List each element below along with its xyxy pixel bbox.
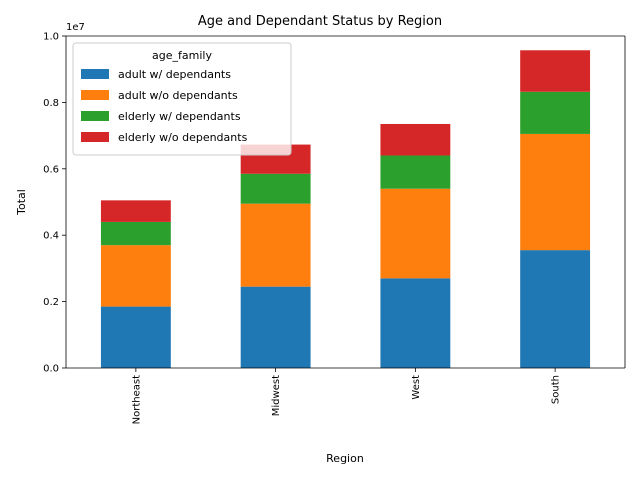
bar-segment (240, 173, 311, 204)
legend-label: elderly w/ dependants (118, 110, 241, 123)
y-tick-label: 1.0 (43, 32, 59, 43)
bar-segment (100, 306, 171, 368)
bar-segment (100, 200, 171, 222)
legend-swatch (81, 69, 109, 79)
bar-segment (520, 133, 591, 251)
bar-segment (380, 123, 451, 156)
bar-segment (240, 286, 311, 368)
x-tick-label: South (551, 375, 562, 404)
axes-layer: 0.0 0.2 0.4 0.6 0.8 1.0 Northeast Midwest West So… (43, 32, 626, 424)
legend-label: adult w/o dependants (118, 89, 238, 102)
bar-segment (100, 245, 171, 307)
legend-title: age_family (152, 49, 212, 62)
bars-layer (100, 50, 591, 368)
bar-segment (380, 155, 451, 189)
legend-swatch (81, 132, 109, 142)
legend-swatch (81, 90, 109, 100)
y-tick-label: 0.2 (43, 297, 59, 308)
legend-label: elderly w/o dependants (118, 131, 248, 144)
bar-segment (240, 203, 311, 287)
bar-segment (520, 50, 591, 92)
x-tick-label: Midwest (271, 375, 282, 416)
bar-segment (520, 250, 591, 368)
y-tick-label: 0.8 (43, 98, 59, 109)
y-tick-label: 0.6 (43, 164, 59, 175)
legend-swatch (81, 111, 109, 121)
chart-title: Age and Dependant Status by Region (198, 14, 442, 29)
y-axis-label: Total (15, 189, 28, 216)
legend-label: adult w/ dependants (118, 68, 231, 81)
y-tick-label: 0.0 (43, 364, 59, 375)
bar-segment (380, 188, 451, 279)
legend-box (72, 42, 292, 156)
bar-segment (380, 278, 451, 368)
x-axis-label: Region (326, 452, 364, 465)
y-tick-label: 0.4 (43, 231, 59, 242)
bar-segment (100, 221, 171, 246)
x-tick-label: Northeast (131, 375, 142, 424)
y-axis-offset-text: 1e7 (66, 22, 85, 33)
bar-segment (520, 91, 591, 134)
x-tick-label: West (411, 375, 422, 400)
